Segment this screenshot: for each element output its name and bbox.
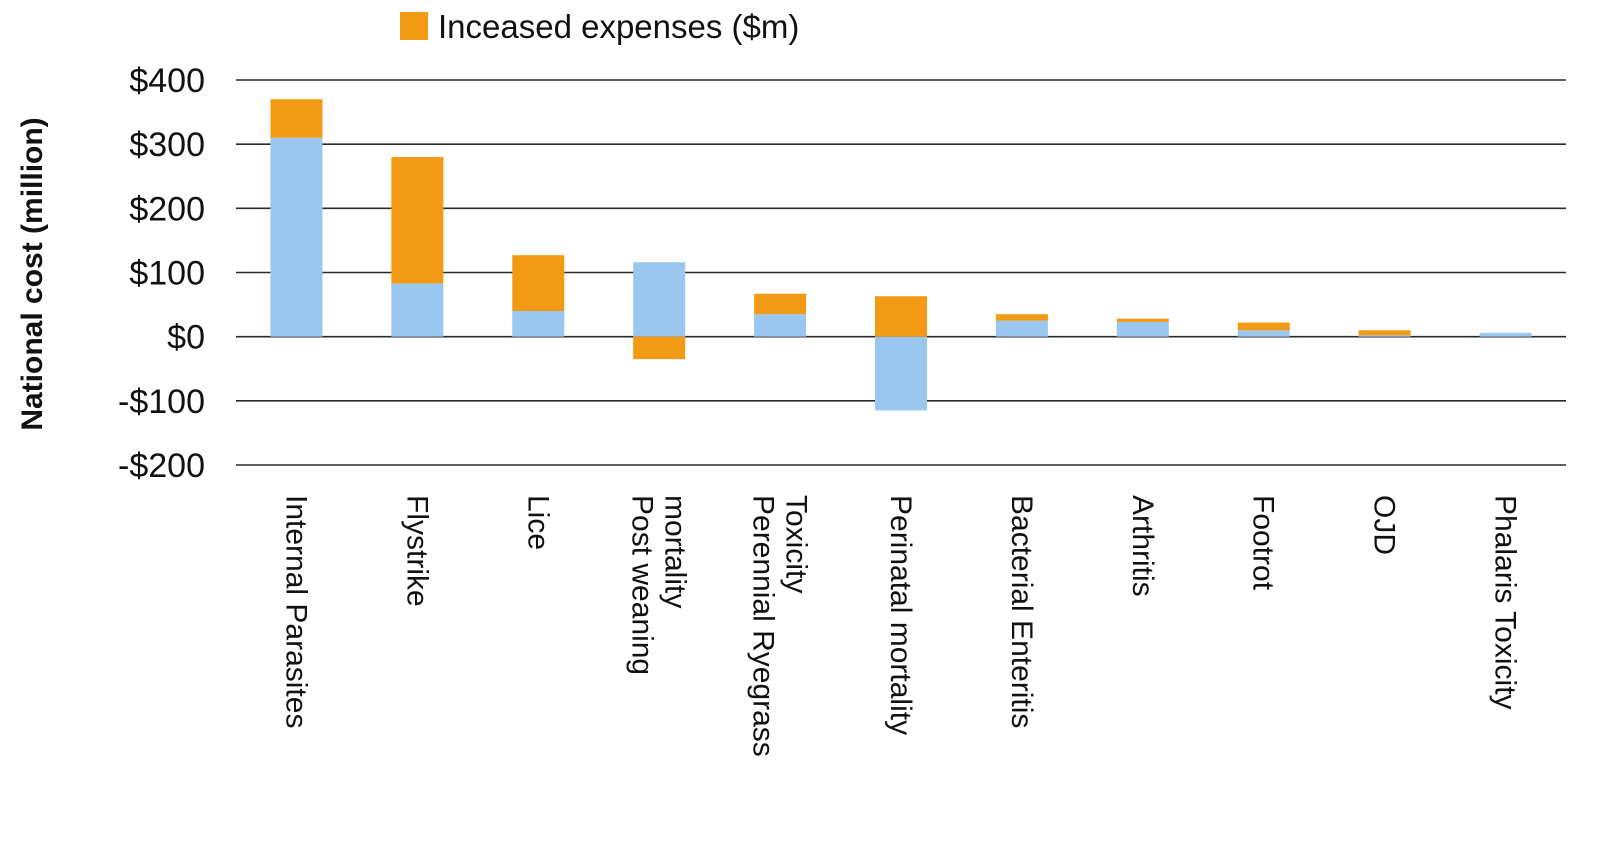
x-tick-label-perennial-ryegrass-toxicity: Perennial Ryegrass Toxicity xyxy=(747,495,813,757)
x-tick-label-line: Phalaris Toxicity xyxy=(1489,495,1522,710)
x-tick-label-internal-parasites: Internal Parasites xyxy=(279,495,312,728)
x-tick-label-phalaris-toxicity: Phalaris Toxicity xyxy=(1489,495,1522,710)
bar-lice-series-0 xyxy=(512,311,565,337)
y-tick-label: -$200 xyxy=(118,447,205,485)
bar-internal-parasites-series-1 xyxy=(270,99,323,138)
y-axis-title: National cost (million) xyxy=(16,117,49,430)
bar-perennial-ryegrass-toxicity-series-0 xyxy=(754,314,807,337)
legend: Inceased expenses ($m) xyxy=(400,8,799,45)
legend-label-increased-expenses: Inceased expenses ($m) xyxy=(438,8,799,45)
x-tick-label-line: mortality xyxy=(659,495,692,608)
x-tick-label-line: Toxicity xyxy=(780,495,813,593)
x-tick-label-perinatal-mortality: Perinatal mortality xyxy=(884,495,917,735)
x-tick-label-line: Internal Parasites xyxy=(279,495,312,728)
bars xyxy=(270,99,1532,411)
bar-bacterial-enteritis-series-0 xyxy=(995,320,1048,337)
x-tick-label-line: Perinatal mortality xyxy=(884,495,917,735)
y-tick-label: $300 xyxy=(129,126,205,164)
bar-perinatal-mortality-series-0 xyxy=(875,336,927,411)
x-tick-label-line: Post weaning xyxy=(626,495,659,675)
legend-swatch-increased-expenses xyxy=(400,12,428,40)
y-tick-label: $200 xyxy=(129,190,205,228)
x-tick-label-line: Footrot xyxy=(1247,495,1280,591)
x-axis-labels: Internal Parasites Flystrike Lice Post wean… xyxy=(279,495,1521,757)
y-tick-label: -$100 xyxy=(118,383,205,421)
x-tick-label-ojd: OJD xyxy=(1368,495,1401,555)
bar-ojd-series-0 xyxy=(1358,335,1411,337)
x-tick-label-footrot: Footrot xyxy=(1247,495,1280,591)
y-tick-label: $100 xyxy=(129,255,205,293)
bar-internal-parasites-series-0 xyxy=(270,137,323,337)
bar-bacterial-enteritis-series-1 xyxy=(995,314,1048,321)
y-axis-ticks: $400 $300 $200 $100 $0 -$100 -$200 xyxy=(118,62,205,485)
bar-perinatal-mortality-series-1 xyxy=(875,296,927,337)
y-tick-label: $0 xyxy=(167,319,205,357)
bar-arthritis-series-0 xyxy=(1116,321,1169,337)
bar-ojd-series-1 xyxy=(1358,330,1411,336)
x-tick-label-line: Lice xyxy=(521,495,554,550)
bar-perennial-ryegrass-toxicity-series-1 xyxy=(754,293,807,315)
x-tick-label-post-weaning-mortality: Post weaning mortality xyxy=(626,495,692,675)
bar-lice-series-1 xyxy=(512,255,565,311)
y-tick-label: $400 xyxy=(129,62,205,100)
bar-footrot-series-0 xyxy=(1237,330,1290,337)
bar-post-weaning-mortality-series-0 xyxy=(633,262,686,337)
bar-flystrike-series-0 xyxy=(391,283,444,337)
x-tick-label-line: Flystrike xyxy=(400,495,433,607)
bar-flystrike-series-1 xyxy=(391,157,444,284)
x-tick-label-bacterial-enteritis: Bacterial Enteritis xyxy=(1005,495,1038,728)
x-tick-label-line: OJD xyxy=(1368,495,1401,555)
bar-arthritis-series-1 xyxy=(1116,318,1169,322)
x-tick-label-arthritis: Arthritis xyxy=(1126,495,1159,597)
x-tick-label-line: Arthritis xyxy=(1126,495,1159,597)
x-tick-label-line: Perennial Ryegrass xyxy=(747,495,780,757)
bar-footrot-series-1 xyxy=(1237,322,1290,331)
bar-phalaris-toxicity-series-0 xyxy=(1479,332,1532,337)
bar-post-weaning-mortality-series-1 xyxy=(633,336,686,360)
x-tick-label-flystrike: Flystrike xyxy=(400,495,433,607)
x-tick-label-lice: Lice xyxy=(521,495,554,550)
x-tick-label-line: Bacterial Enteritis xyxy=(1005,495,1038,728)
